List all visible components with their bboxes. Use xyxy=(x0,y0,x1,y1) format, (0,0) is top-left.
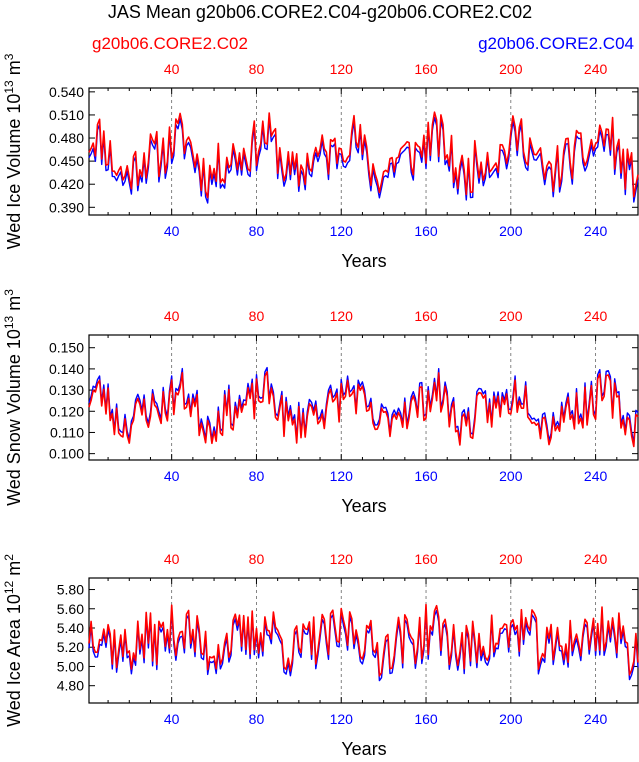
x-axis-label: Years xyxy=(341,739,386,759)
x-tick-label-bottom: 80 xyxy=(249,223,265,239)
y-tick-label: 0.150 xyxy=(49,340,84,356)
x-tick-label-top: 160 xyxy=(414,308,438,324)
y-tick-label: 0.480 xyxy=(49,130,84,146)
x-tick-label-top: 200 xyxy=(499,308,523,324)
x-tick-label-bottom: 240 xyxy=(584,468,608,484)
y-tick-label: 0.130 xyxy=(49,382,84,398)
x-tick-label-top: 80 xyxy=(249,551,265,567)
x-tick-label-top: 80 xyxy=(249,61,265,77)
x-tick-label-top: 80 xyxy=(249,308,265,324)
figure-title: JAS Mean g20b06.CORE2.C04-g20b06.CORE2.C… xyxy=(108,2,532,22)
y-tick-label: 0.110 xyxy=(50,424,84,440)
y-tick-label: 4.80 xyxy=(57,678,84,694)
panel-2: 0.150 0.140 0.130 0.120 0.110 0.100 40 40 80 80 12… xyxy=(2,289,639,516)
y-tick-label: 0.420 xyxy=(49,176,84,192)
x-tick-label-bottom: 200 xyxy=(499,468,523,484)
x-axis-label: Years xyxy=(341,496,386,516)
y-axis-label: Wed Ice Volume 1013 m3 xyxy=(2,53,24,249)
x-tick-label-bottom: 120 xyxy=(330,223,354,239)
panel-1: 0.540 0.510 0.480 0.450 0.420 0.390 40 40 80 80 12… xyxy=(2,53,639,271)
x-tick-label-bottom: 160 xyxy=(414,223,438,239)
x-tick-label-bottom: 240 xyxy=(584,711,608,727)
legend-right-label: g20b06.CORE2.C04 xyxy=(478,34,634,53)
x-tick-label-top: 200 xyxy=(499,551,523,567)
x-tick-label-top: 240 xyxy=(584,308,608,324)
x-axis-label: Years xyxy=(341,251,386,271)
x-tick-label-top: 40 xyxy=(164,61,180,77)
x-tick-label-bottom: 40 xyxy=(164,468,180,484)
y-tick-label: 0.510 xyxy=(49,107,84,123)
series-line-c02 xyxy=(88,111,639,199)
x-tick-label-bottom: 200 xyxy=(499,711,523,727)
y-axis-label: Wed Snow Volume 1013 m3 xyxy=(2,289,24,506)
x-tick-label-top: 160 xyxy=(414,551,438,567)
x-tick-label-bottom: 80 xyxy=(249,711,265,727)
x-tick-label-top: 240 xyxy=(584,551,608,567)
series-line-c02 xyxy=(88,603,639,677)
y-tick-label: 0.540 xyxy=(49,84,84,100)
y-tick-label: 0.140 xyxy=(49,361,84,377)
x-tick-label-bottom: 40 xyxy=(164,711,180,727)
y-tick-label: 5.20 xyxy=(57,639,84,655)
x-tick-label-bottom: 120 xyxy=(330,711,354,727)
y-tick-label: 5.40 xyxy=(57,620,84,636)
x-tick-label-top: 200 xyxy=(499,61,523,77)
x-tick-label-bottom: 80 xyxy=(249,468,265,484)
y-tick-label: 0.390 xyxy=(49,199,84,215)
x-tick-label-top: 40 xyxy=(164,308,180,324)
y-tick-label: 0.120 xyxy=(49,403,84,419)
x-tick-label-top: 120 xyxy=(330,61,354,77)
x-tick-label-bottom: 200 xyxy=(499,223,523,239)
y-tick-label: 0.100 xyxy=(49,446,84,462)
x-tick-label-top: 120 xyxy=(330,551,354,567)
x-tick-label-bottom: 240 xyxy=(584,223,608,239)
y-axis-label: Wed Ice Area 1012 m2 xyxy=(2,554,24,727)
x-tick-label-top: 240 xyxy=(584,61,608,77)
panels: 0.540 0.510 0.480 0.450 0.420 0.390 40 40 80 80 12… xyxy=(2,53,639,759)
x-tick-label-top: 160 xyxy=(414,61,438,77)
y-tick-label: 5.60 xyxy=(57,601,84,617)
plot-frame xyxy=(88,334,639,461)
y-tick-label: 5.00 xyxy=(57,658,84,674)
legend-left-label: g20b06.CORE2.C02 xyxy=(92,34,248,53)
panel-3: 5.80 5.60 5.40 5.20 5.00 4.80 40 40 80 80 120 120 16… xyxy=(2,551,639,759)
y-tick-label: 5.80 xyxy=(57,582,84,598)
x-tick-label-bottom: 160 xyxy=(414,711,438,727)
y-tick-label: 0.450 xyxy=(49,153,84,169)
series-line-c02 xyxy=(88,371,639,448)
x-tick-label-bottom: 40 xyxy=(164,223,180,239)
x-tick-label-top: 40 xyxy=(164,551,180,567)
x-tick-label-bottom: 120 xyxy=(330,468,354,484)
x-tick-label-top: 120 xyxy=(330,308,354,324)
x-tick-label-bottom: 160 xyxy=(414,468,438,484)
